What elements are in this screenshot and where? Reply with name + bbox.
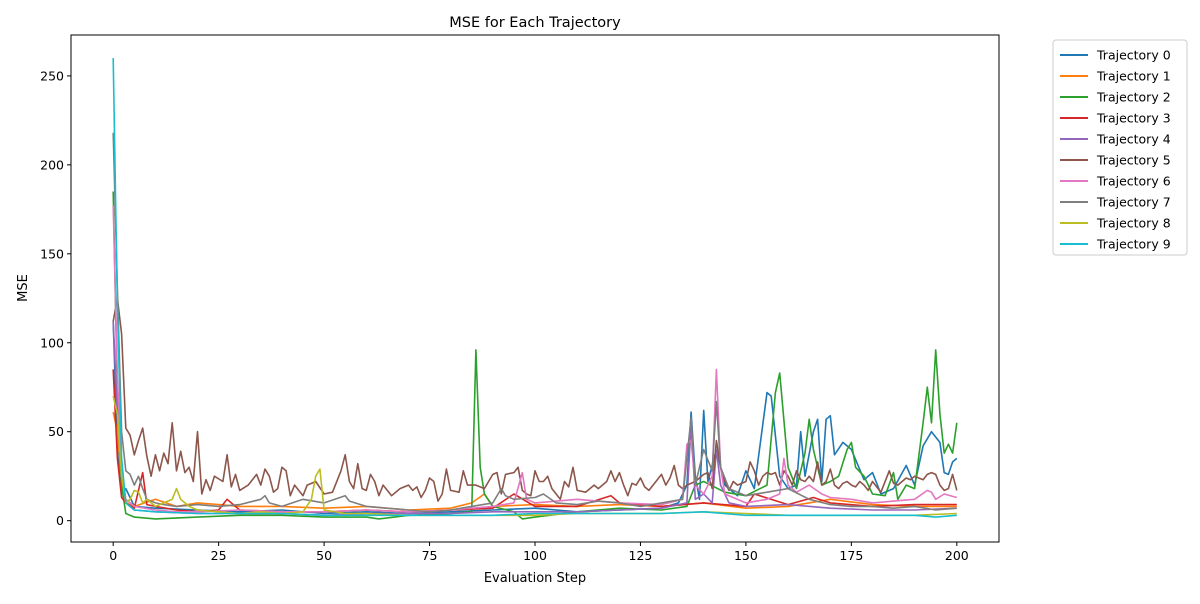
x-tick-label: 200 xyxy=(945,548,969,563)
x-axis-label: Evaluation Step xyxy=(484,571,586,586)
x-tick-label: 0 xyxy=(109,548,117,563)
x-tick-label: 100 xyxy=(523,548,547,563)
legend: Trajectory 0 Trajectory 1 Trajectory 2 Traj… xyxy=(1052,39,1188,256)
y-tick-label: 250 xyxy=(40,68,64,83)
legend-label-trajectory-9: Trajectory 9 xyxy=(1096,237,1171,252)
legend-label-trajectory-6: Trajectory 6 xyxy=(1096,174,1171,189)
series-line-trajectory-0 xyxy=(112,321,958,515)
series-line-trajectory-9 xyxy=(112,58,957,518)
legend-label-trajectory-4: Trajectory 4 xyxy=(1096,132,1171,147)
y-tick-label: 0 xyxy=(56,513,64,528)
legend-label-trajectory-0: Trajectory 0 xyxy=(1096,48,1171,63)
x-tick-label: 125 xyxy=(629,548,653,563)
series-line-trajectory-7 xyxy=(112,132,957,513)
series-line-trajectory-6 xyxy=(112,205,958,513)
x-tick-label: 25 xyxy=(211,548,227,563)
x-tick-label: 175 xyxy=(839,548,863,563)
y-tick-label: 50 xyxy=(48,424,64,439)
series-line-trajectory-1 xyxy=(112,411,957,511)
legend-label-trajectory-1: Trajectory 1 xyxy=(1096,69,1171,84)
x-tick-label: 150 xyxy=(734,548,758,563)
y-tick-label: 200 xyxy=(40,157,64,172)
legend-label-trajectory-3: Trajectory 3 xyxy=(1096,111,1171,126)
legend-label-trajectory-2: Trajectory 2 xyxy=(1096,90,1171,105)
series-line-trajectory-2 xyxy=(112,191,958,520)
y-axis: 0 50 100 150 200 250 xyxy=(40,68,71,528)
y-tick-label: 100 xyxy=(40,335,64,350)
plot-frame xyxy=(70,34,1000,543)
legend-label-trajectory-8: Trajectory 8 xyxy=(1096,216,1171,231)
series-layer xyxy=(112,58,958,520)
legend-label-trajectory-7: Trajectory 7 xyxy=(1096,195,1171,210)
x-tick-label: 50 xyxy=(316,548,332,563)
y-axis-label: MSE xyxy=(16,274,31,302)
x-axis: 0 25 50 75 100 125 150 175 200 xyxy=(109,542,969,563)
legend-label-trajectory-5: Trajectory 5 xyxy=(1096,153,1171,168)
x-tick-label: 75 xyxy=(422,548,438,563)
series-line-trajectory-5 xyxy=(112,297,958,502)
chart-title: MSE for Each Trajectory xyxy=(449,15,621,31)
y-tick-label: 150 xyxy=(40,246,64,261)
